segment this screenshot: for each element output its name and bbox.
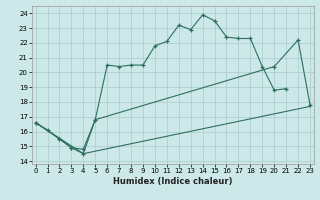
X-axis label: Humidex (Indice chaleur): Humidex (Indice chaleur) — [113, 177, 233, 186]
